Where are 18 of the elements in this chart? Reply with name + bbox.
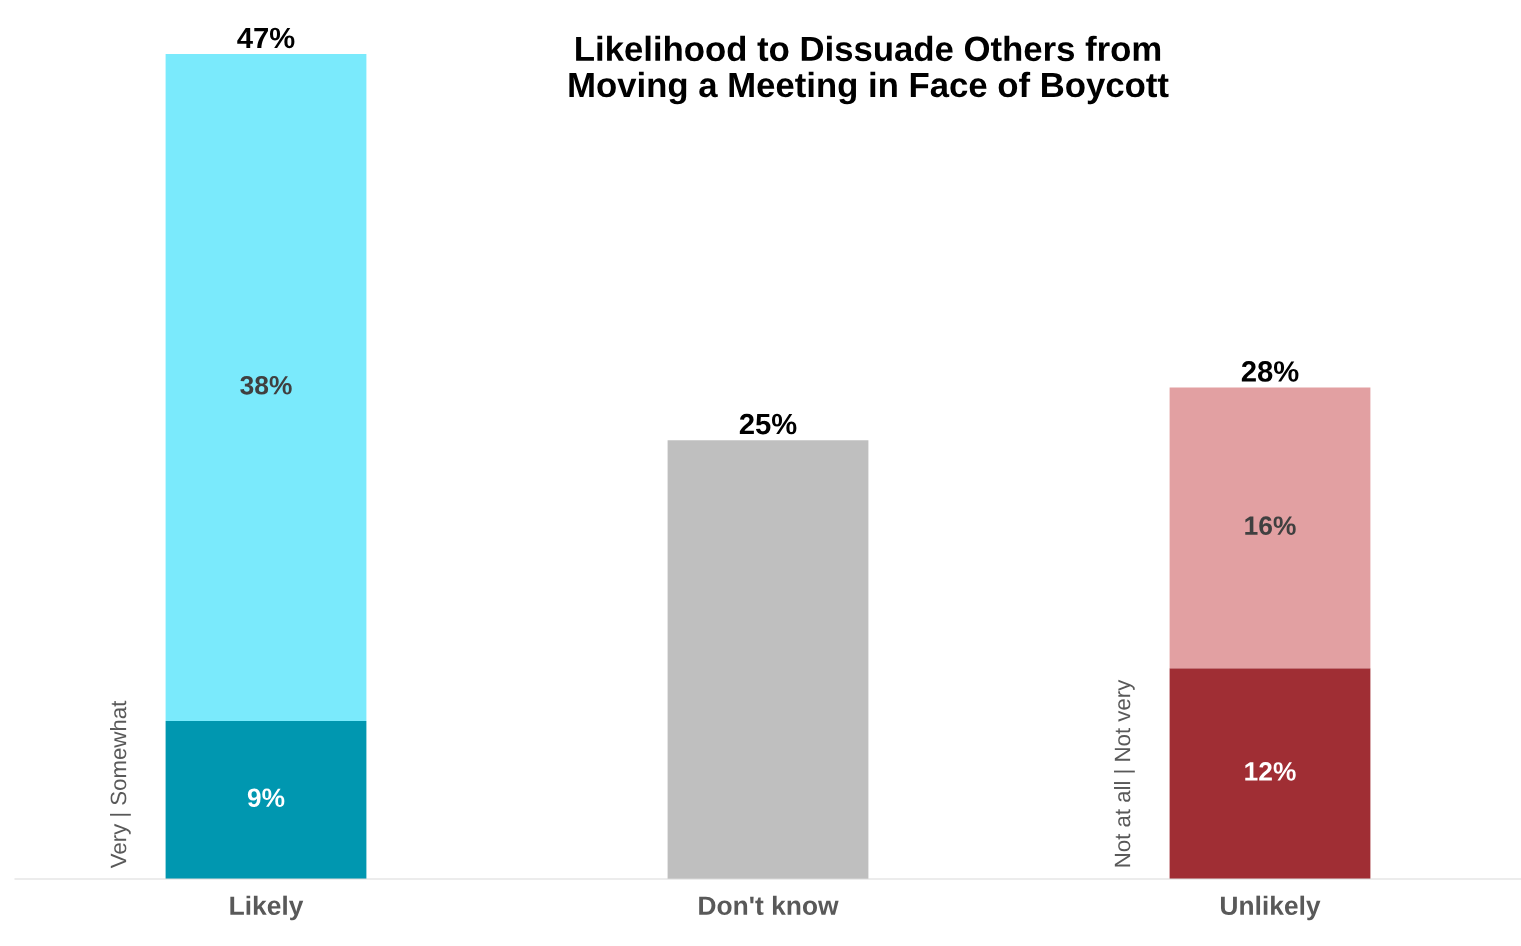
- bar: [165, 721, 367, 879]
- bar: [667, 440, 869, 879]
- annotation: Not at all | Not very: [1114, 679, 1135, 867]
- total-label: 47%: [237, 27, 295, 49]
- total-label: 25%: [739, 413, 797, 435]
- bar: [165, 54, 367, 722]
- x-tick-label: Don't know: [699, 895, 839, 916]
- total-label: 28%: [1241, 361, 1299, 382]
- chart-title: Likelihood to Dissuade Others from Moving a Meeting in Face of Boycott: [569, 35, 1169, 105]
- data-label: 9%: [247, 788, 285, 808]
- bar: [1169, 387, 1371, 669]
- annotation: Very | Somewhat: [110, 700, 131, 869]
- x-tick-label: Likely: [230, 895, 304, 921]
- data-label: 38%: [240, 375, 292, 395]
- data-label: 12%: [1245, 762, 1296, 781]
- data-label: 16%: [1245, 516, 1296, 536]
- bar: [1169, 668, 1371, 879]
- x-tick-label: Unlikely: [1220, 895, 1321, 921]
